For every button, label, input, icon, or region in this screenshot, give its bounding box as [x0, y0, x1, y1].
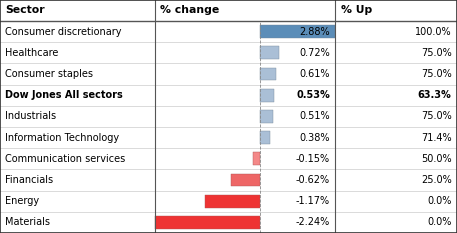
Text: Sector: Sector	[5, 6, 45, 15]
Text: Consumer discretionary: Consumer discretionary	[5, 27, 122, 37]
Bar	[0, 169, 457, 191]
Text: -0.15%: -0.15%	[296, 154, 330, 164]
Text: Information Technology: Information Technology	[5, 133, 120, 143]
Text: 75.0%: 75.0%	[421, 69, 452, 79]
Text: 2.88%: 2.88%	[299, 27, 330, 37]
Text: Communication services: Communication services	[5, 154, 126, 164]
Bar	[260, 25, 335, 38]
Text: 0.0%: 0.0%	[427, 196, 452, 206]
Bar	[231, 174, 260, 186]
Bar	[0, 42, 457, 63]
Text: 75.0%: 75.0%	[421, 48, 452, 58]
Bar	[260, 46, 279, 59]
Text: 0.38%: 0.38%	[299, 133, 330, 143]
Text: 75.0%: 75.0%	[421, 111, 452, 121]
Text: -0.62%: -0.62%	[296, 175, 330, 185]
Text: Healthcare: Healthcare	[5, 48, 59, 58]
Bar	[260, 110, 273, 123]
Text: 0.72%: 0.72%	[299, 48, 330, 58]
Text: -1.17%: -1.17%	[296, 196, 330, 206]
Bar	[0, 191, 457, 212]
Bar	[253, 152, 260, 165]
Bar	[260, 68, 276, 80]
Text: 0.51%: 0.51%	[299, 111, 330, 121]
Text: 50.0%: 50.0%	[421, 154, 452, 164]
Bar	[0, 85, 457, 106]
Bar	[0, 106, 457, 127]
Bar	[260, 89, 274, 102]
Text: % change: % change	[160, 6, 220, 15]
Bar	[0, 127, 457, 148]
Bar	[0, 148, 457, 169]
Text: 25.0%: 25.0%	[421, 175, 452, 185]
Text: 100.0%: 100.0%	[415, 27, 452, 37]
Bar	[0, 212, 457, 233]
Text: Industrials: Industrials	[5, 111, 57, 121]
Text: 0.61%: 0.61%	[299, 69, 330, 79]
Text: Consumer staples: Consumer staples	[5, 69, 94, 79]
Text: % Up: % Up	[341, 6, 372, 15]
Bar	[155, 216, 260, 229]
Text: Materials: Materials	[5, 217, 50, 227]
Text: 71.4%: 71.4%	[421, 133, 452, 143]
Bar	[205, 195, 260, 208]
Text: Dow Jones All sectors: Dow Jones All sectors	[5, 90, 123, 100]
Text: Financials: Financials	[5, 175, 53, 185]
Text: 0.0%: 0.0%	[427, 217, 452, 227]
Text: -2.24%: -2.24%	[296, 217, 330, 227]
Text: 63.3%: 63.3%	[418, 90, 452, 100]
Bar	[0, 63, 457, 85]
Bar	[260, 131, 270, 144]
Bar	[0, 21, 457, 42]
Text: Energy: Energy	[5, 196, 40, 206]
Bar	[0, 0, 457, 21]
Text: 0.53%: 0.53%	[296, 90, 330, 100]
